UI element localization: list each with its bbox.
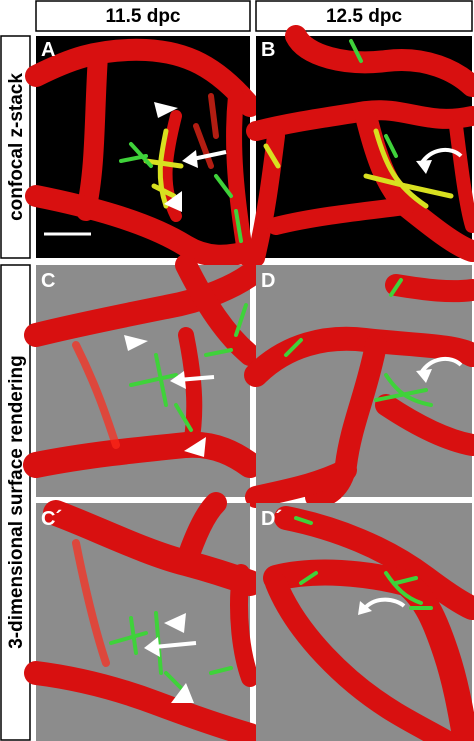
vessel	[23, 431, 263, 478]
arrowhead	[164, 613, 186, 633]
vessel	[245, 459, 357, 508]
panel-label: A	[41, 39, 55, 61]
cell	[129, 303, 248, 432]
vessel	[375, 394, 474, 456]
vessel	[265, 572, 457, 741]
header-box	[35, 0, 251, 32]
vessel	[285, 25, 474, 97]
panel: D	[244, 265, 474, 508]
cell	[349, 39, 398, 158]
arrowhead	[154, 102, 178, 118]
panel: B	[246, 25, 474, 267]
arrow-head	[416, 160, 432, 174]
arrowhead	[184, 437, 206, 457]
row-label: confocal z-stack	[6, 73, 27, 221]
vessel	[305, 334, 387, 508]
panel: A	[25, 36, 261, 267]
vessel-sprout	[193, 93, 219, 169]
cell	[263, 128, 454, 209]
vessel	[175, 492, 227, 574]
panel: C´	[24, 492, 263, 741]
panel: C	[23, 254, 263, 497]
arrow-head	[182, 150, 198, 168]
vessel	[25, 38, 261, 117]
vessel-sprout	[72, 539, 110, 667]
cell	[119, 142, 243, 243]
row-label: 3-dimensional surface rendering	[6, 355, 27, 649]
vessel	[175, 254, 261, 366]
panel-label: D´	[261, 508, 282, 530]
arrow	[153, 641, 197, 649]
vessel	[263, 559, 474, 741]
arrowhead	[171, 683, 194, 703]
vessel	[25, 185, 261, 267]
arrow-head	[170, 371, 186, 389]
curved-arrow	[419, 356, 463, 375]
vessel	[226, 88, 254, 266]
arrow-head	[144, 637, 160, 657]
vessel	[24, 661, 262, 741]
row-label-box	[0, 35, 31, 259]
cell	[143, 128, 184, 209]
vessel-sprout	[72, 341, 120, 449]
column-header: 12.5 dpc	[326, 6, 402, 27]
vessel	[247, 127, 285, 267]
arrowhead	[124, 335, 148, 351]
curved-arrow	[362, 597, 406, 611]
vessel	[385, 274, 474, 303]
panel-label: C´	[41, 508, 62, 530]
panel-label: C	[41, 270, 55, 292]
vessel	[178, 327, 203, 453]
row-label-box	[0, 264, 31, 741]
cell	[294, 516, 433, 610]
arrowhead	[164, 191, 182, 212]
curved-arrow	[419, 147, 463, 166]
vessel	[267, 197, 415, 235]
cell	[284, 278, 433, 407]
panel: D´	[256, 503, 474, 741]
arrow-head	[416, 369, 432, 383]
vessel	[76, 46, 108, 221]
column-header: 11.5 dpc	[106, 6, 181, 27]
panel-label: B	[261, 39, 275, 61]
vessel	[230, 564, 259, 687]
vessel	[449, 119, 474, 233]
vessel	[274, 506, 474, 620]
arrow-head	[358, 601, 372, 615]
panel-label: D	[261, 270, 275, 292]
vessel	[24, 263, 262, 347]
